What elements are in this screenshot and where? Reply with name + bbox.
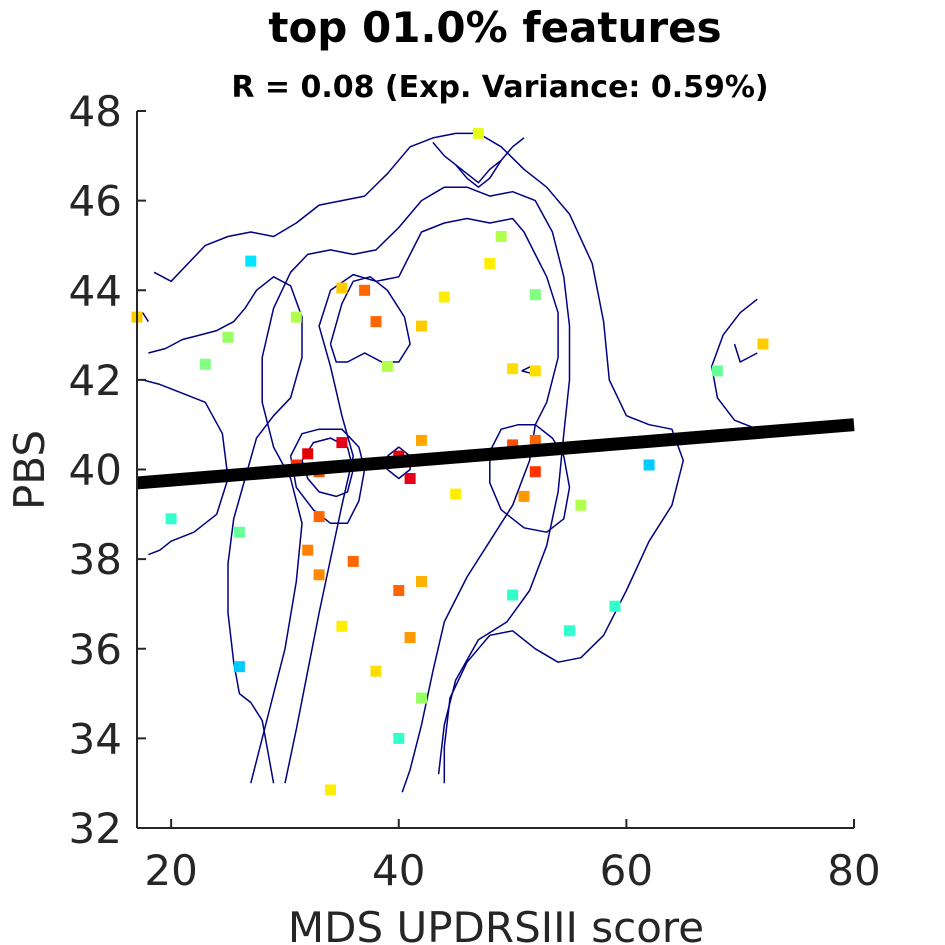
data-point-23 xyxy=(393,585,405,596)
point-layer xyxy=(131,127,769,796)
data-point-29 xyxy=(416,576,427,587)
data-point-13 xyxy=(313,569,325,581)
chart-title: top 01.0% features xyxy=(268,3,721,52)
data-point-42 xyxy=(529,434,541,446)
y-axis-label: PBS xyxy=(5,430,54,510)
x-tick-label-20: 20 xyxy=(144,846,197,895)
y-tick-label-46: 46 xyxy=(69,177,122,226)
x-tick-label-40: 40 xyxy=(372,846,425,895)
data-point-39 xyxy=(518,490,530,502)
data-point-20 xyxy=(370,665,382,677)
data-point-36 xyxy=(507,363,519,375)
contour-line-6 xyxy=(301,437,354,498)
contour-line-7 xyxy=(289,428,366,525)
data-point-21 xyxy=(381,360,393,372)
data-point-33 xyxy=(472,127,484,139)
data-point-50 xyxy=(325,784,336,796)
contour-line-15 xyxy=(142,312,150,323)
data-point-2 xyxy=(199,358,211,370)
x-tick-label-80: 80 xyxy=(827,846,880,895)
data-point-17 xyxy=(347,555,359,567)
data-point-41 xyxy=(529,365,541,377)
regression-layer xyxy=(136,418,855,490)
data-point-45 xyxy=(575,499,587,511)
data-point-5 xyxy=(233,661,245,673)
data-point-48 xyxy=(711,365,723,377)
data-point-16 xyxy=(336,620,348,632)
data-point-26 xyxy=(404,632,416,643)
data-point-4 xyxy=(233,526,245,538)
data-point-7 xyxy=(290,311,302,323)
contour-layer xyxy=(142,132,758,793)
data-point-10 xyxy=(302,544,314,556)
axes-layer: 20 40 60 80 32 34 36 38 40 42 44 46 48 xyxy=(69,87,881,895)
contour-line-14 xyxy=(733,343,758,363)
x-tick-label-60: 60 xyxy=(600,846,653,895)
contour-line-5 xyxy=(329,276,411,363)
data-point-14 xyxy=(336,437,348,449)
data-point-27 xyxy=(416,320,427,332)
data-point-44 xyxy=(564,625,575,637)
data-point-37 xyxy=(507,439,519,451)
data-point-34 xyxy=(484,257,496,269)
y-tick-label-38: 38 xyxy=(69,535,122,584)
y-tick-label-48: 48 xyxy=(69,87,122,136)
data-point-1 xyxy=(165,513,177,525)
contour-line-13 xyxy=(710,298,758,430)
data-point-3 xyxy=(222,331,234,343)
data-point-12 xyxy=(313,511,325,523)
contour-line-1 xyxy=(250,186,571,784)
data-point-25 xyxy=(404,473,416,484)
contour-line-2 xyxy=(153,132,685,784)
data-point-40 xyxy=(529,289,541,301)
regression-line xyxy=(136,418,855,490)
contour-line-11 xyxy=(432,137,525,188)
y-tick-label-42: 42 xyxy=(69,356,122,405)
data-point-18 xyxy=(359,284,371,296)
contour-line-4 xyxy=(148,276,303,784)
contour-line-3 xyxy=(142,379,229,556)
y-tick-label-36: 36 xyxy=(69,625,122,674)
chart-subtitle: R = 0.08 (Exp. Variance: 0.59%) xyxy=(231,70,768,105)
x-axis-label: MDS UPDRSIII score xyxy=(288,903,704,945)
data-point-38 xyxy=(507,589,519,601)
y-tick-label-34: 34 xyxy=(69,714,122,763)
data-point-43 xyxy=(529,466,541,478)
data-point-24 xyxy=(393,732,405,744)
contour-line-9 xyxy=(489,423,571,533)
data-point-28 xyxy=(416,434,427,446)
data-point-9 xyxy=(302,448,314,460)
contour-line-8 xyxy=(386,446,411,480)
data-point-31 xyxy=(438,291,450,303)
data-point-30 xyxy=(416,692,427,704)
data-point-47 xyxy=(643,459,655,471)
data-point-49 xyxy=(757,338,769,350)
data-point-6 xyxy=(245,255,257,267)
y-tick-label-44: 44 xyxy=(69,266,122,315)
data-point-32 xyxy=(450,488,462,500)
contour-line-12 xyxy=(455,159,502,184)
data-point-15 xyxy=(336,282,348,294)
data-point-35 xyxy=(495,231,507,242)
y-tick-label-40: 40 xyxy=(69,446,122,495)
y-tick-label-32: 32 xyxy=(69,804,122,853)
contour-line-0 xyxy=(284,217,559,793)
data-point-19 xyxy=(370,316,382,328)
data-point-46 xyxy=(609,600,621,612)
